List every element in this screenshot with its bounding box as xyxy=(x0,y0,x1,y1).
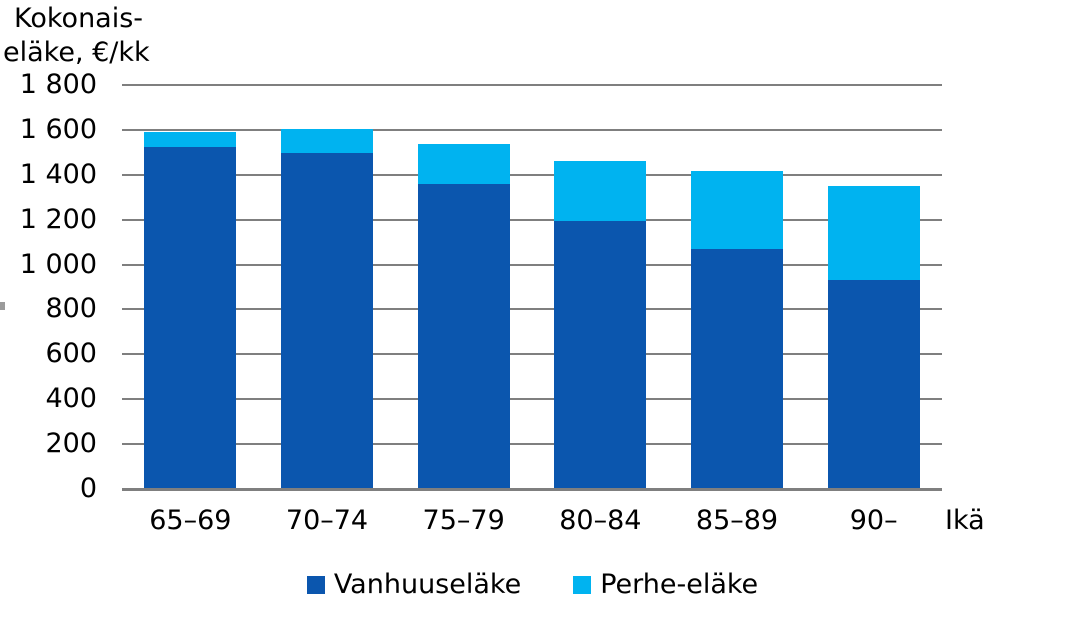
gridline-1200 xyxy=(122,218,942,221)
gridline-800 xyxy=(122,308,942,311)
legend-item-perhe-elake: Perhe-eläke xyxy=(573,569,758,600)
gridline-600 xyxy=(122,353,942,356)
y-tick-label-1000: 1 000 xyxy=(19,248,97,280)
y-tick-label-1200: 1 200 xyxy=(19,203,97,235)
x-tick-label-8589: 85–89 xyxy=(695,505,779,536)
bar-8589-vanhuuselake xyxy=(691,248,783,489)
gridline-1400 xyxy=(122,173,942,176)
gridline-200 xyxy=(122,443,942,446)
legend-label-perhe-elake: Perhe-eläke xyxy=(600,569,759,600)
y-axis-title: Kokonais- eläke, €/kk xyxy=(3,2,150,70)
x-tick-label-7579: 75–79 xyxy=(422,505,505,536)
legend-swatch-vanhuuselake xyxy=(306,575,325,594)
y-tick-label-1800: 1 800 xyxy=(19,69,97,100)
bar-8084-vanhuuselake xyxy=(554,220,647,489)
x-tick-label-8084: 80–84 xyxy=(559,505,642,536)
bar-90-perhe-elake xyxy=(827,186,920,281)
bar-7074-perhe-elake xyxy=(281,128,373,154)
y-tick-label-1400: 1 400 xyxy=(19,158,97,190)
y-tick-label-400: 400 xyxy=(45,383,97,415)
y-tick-label-0: 0 xyxy=(79,473,97,504)
bar-6569-perhe-elake xyxy=(144,132,237,147)
gridline-1600 xyxy=(122,128,942,131)
bar-8589-perhe-elake xyxy=(691,171,783,249)
bar-7579-perhe-elake xyxy=(417,144,510,184)
y-tick-label-200: 200 xyxy=(45,428,97,460)
legend-swatch-perhe-elake xyxy=(573,575,592,594)
legend: Vanhuuseläke Perhe-eläke xyxy=(0,569,1065,600)
bar-7074-vanhuuselake xyxy=(281,153,373,489)
gridline-400 xyxy=(122,398,942,401)
bar-6569-vanhuuselake xyxy=(144,146,237,489)
left-edge-mark xyxy=(0,302,5,310)
gridline-1800 xyxy=(122,84,942,86)
y-tick-label-800: 800 xyxy=(45,293,97,325)
y-tick-label-600: 600 xyxy=(45,338,97,370)
legend-label-vanhuuselake: Vanhuuseläke xyxy=(333,569,522,600)
x-axis-line xyxy=(122,488,942,491)
legend-item-vanhuuselake: Vanhuuseläke xyxy=(306,569,522,600)
x-axis-title: Ikä xyxy=(945,505,985,536)
y-axis-title-line2: eläke, €/kk xyxy=(3,37,150,68)
x-tick-label-6569: 65–69 xyxy=(149,505,232,536)
y-axis-title-line1: Kokonais- xyxy=(14,3,144,34)
bar-7579-vanhuuselake xyxy=(417,183,510,489)
y-tick-label-1600: 1 600 xyxy=(19,113,97,145)
bar-8084-perhe-elake xyxy=(554,161,647,221)
bar-90-vanhuuselake xyxy=(827,280,920,489)
x-tick-label-7074: 70–74 xyxy=(285,505,369,536)
x-tick-label-90: 90– xyxy=(849,505,898,536)
gridline-1000 xyxy=(122,263,942,266)
